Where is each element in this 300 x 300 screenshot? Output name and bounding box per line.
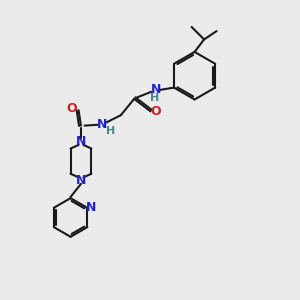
Text: O: O	[67, 103, 77, 116]
Text: H: H	[150, 93, 160, 103]
Text: N: N	[150, 83, 161, 97]
Text: H: H	[106, 126, 115, 136]
Text: O: O	[151, 105, 161, 118]
Text: N: N	[86, 201, 97, 214]
Text: N: N	[76, 136, 86, 148]
Text: N: N	[97, 118, 107, 130]
Text: N: N	[76, 174, 86, 187]
